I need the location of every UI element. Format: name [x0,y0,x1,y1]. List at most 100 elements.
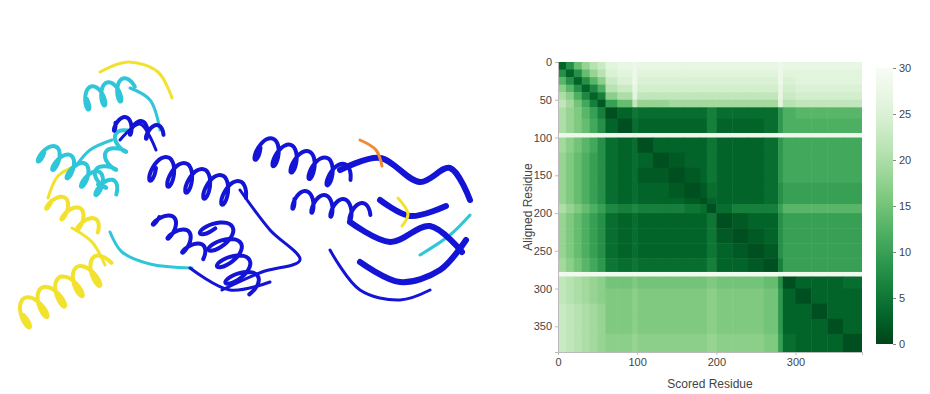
heatmap-cell [732,85,748,93]
heatmap-cell [811,304,827,320]
heatmap-cell [778,168,783,184]
tick: 25 [893,108,911,120]
heatmap-cell [598,334,606,352]
heatmap-cell [732,276,748,289]
heatmap-cell [617,70,633,78]
heatmap-cell [637,138,653,154]
heatmap-cell [843,133,862,138]
heatmap-cell [716,77,732,85]
heatmap-cell [653,100,669,108]
heatmap-cell [582,77,590,85]
tick-mark [555,251,558,252]
heatmap-cell [685,153,701,169]
heatmap-cell [590,258,598,272]
heatmap-cell [685,70,701,78]
heatmap-cell [811,183,827,199]
heatmap-cell [637,107,653,119]
heatmap-cell [783,258,796,272]
heatmap-cell [811,198,827,205]
heatmap-cell [716,334,732,352]
helix [292,191,370,221]
heatmap-cell [701,272,708,277]
heatmap-cell [606,85,618,93]
heatmap-cell [843,119,862,134]
heatmap-cell [685,304,701,320]
heatmap-cell [716,100,732,108]
heatmap-cell [716,168,732,184]
tick-label: 350 [534,320,552,332]
heatmap-cell [707,107,717,119]
heatmap-cell [811,204,827,214]
heatmap-cell [811,138,827,154]
heatmap-cell [707,334,717,352]
heatmap-cell [558,77,566,85]
heatmap-cell [606,119,618,134]
heatmap-cell [558,70,566,78]
heatmap-cell [617,228,633,244]
heatmap-cell [783,107,796,119]
tick-label: 200 [534,207,552,219]
heatmap-cell [653,77,669,85]
heatmap-cell [582,119,590,134]
coil [72,228,105,265]
heatmap-cell [748,133,764,138]
coil [360,140,382,166]
heatmap-cell [632,228,637,244]
heatmap-cell [632,272,637,277]
heatmap-cell [582,243,590,259]
heatmap-cell [582,304,590,320]
heatmap-cell [632,153,637,169]
heatmap-cell [574,168,582,184]
heatmap-cell [843,276,862,289]
heatmap-cell [566,198,574,205]
heatmap-cell [685,100,701,108]
heatmap-cell [590,272,598,277]
heatmap-cell [783,198,796,205]
heatmap-cell [716,204,732,214]
heatmap-cell [778,289,783,305]
tick-mark [555,100,558,101]
heatmap-cell [707,276,717,289]
heatmap-cell [778,70,783,78]
heatmap-cell [590,153,598,169]
heatmap-cell [558,183,566,199]
heatmap-cell [748,138,764,154]
heatmap-cell [732,243,748,259]
heatmap-cell [796,183,812,199]
heatmap-cell [632,70,637,78]
heatmap-cell [827,138,843,154]
heatmap-cell [669,258,685,272]
heatmap-cell [669,228,685,244]
heatmap-cell [748,77,764,85]
heatmap-cell [748,319,764,335]
heatmap-cell [606,168,618,184]
heatmap-cell [843,289,862,305]
heatmap-cell [707,304,717,320]
tick-label: 0 [546,56,552,68]
heatmap-cell [558,304,566,320]
heatmap-cell [716,107,732,119]
heatmap-cell [783,119,796,134]
heatmap-cell [558,168,566,184]
heatmap-cell [778,213,783,229]
heatmap-cell [653,168,669,184]
tick-mark [555,138,558,139]
heatmap-cell [566,168,574,184]
tick: 20 [893,154,911,166]
heatmap-cell [783,183,796,199]
heatmap-cell [617,119,633,134]
heatmap-cell [566,62,574,70]
heatmap-cell [701,62,708,70]
heatmap-cell [716,70,732,78]
tick-mark [555,175,558,176]
heatmap-cell [632,258,637,272]
heatmap-cell [590,107,598,119]
heatmap-cell [796,319,812,335]
heatmap-cell [796,276,812,289]
heatmap-cell [764,334,779,352]
heatmap-cell [606,198,618,205]
x-axis-title: Scored Residue [667,377,753,391]
tick: 350 [534,320,558,332]
heatmap-cell [783,289,796,305]
tick-mark [555,289,558,290]
